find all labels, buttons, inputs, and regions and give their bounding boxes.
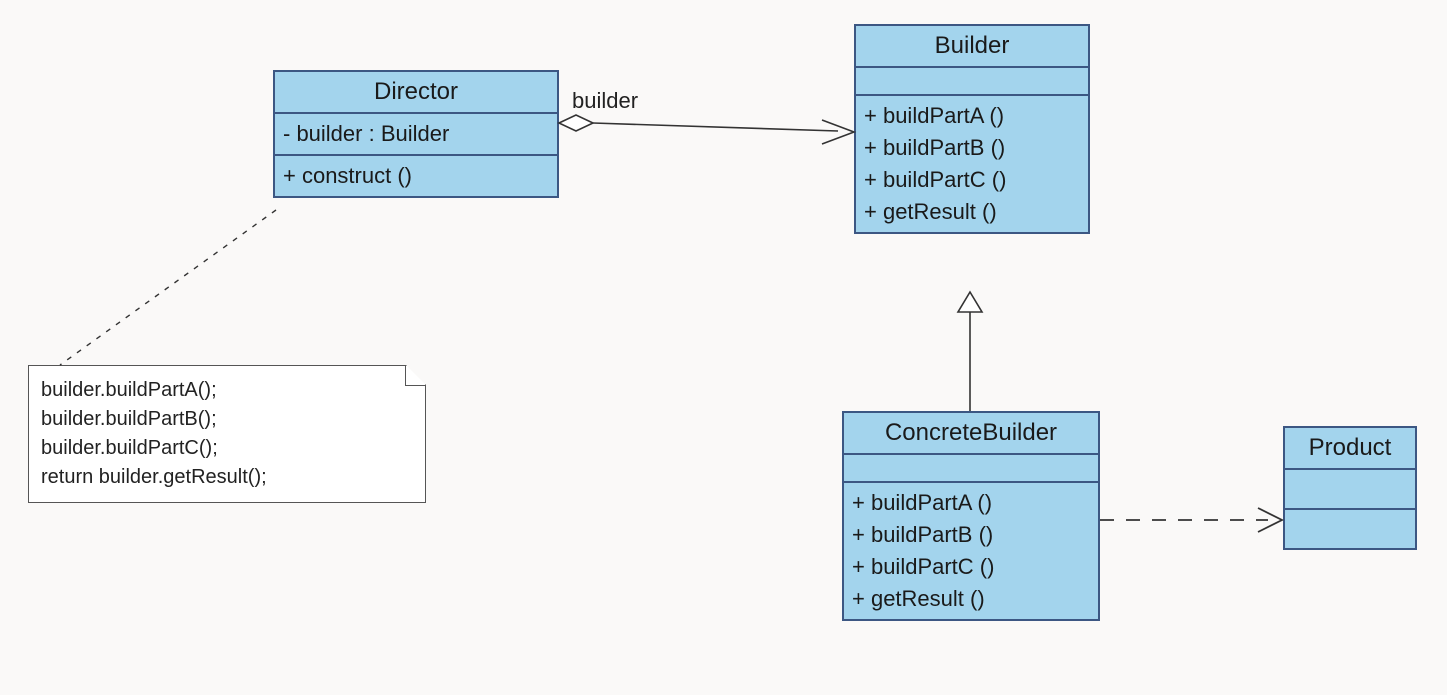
edge-director-builder-aggregation (559, 115, 854, 144)
class-title: Builder (856, 26, 1088, 68)
connectors: Builder --> (0, 0, 1447, 695)
class-concrete-builder: ConcreteBuilder + buildPartA () + buildP… (842, 411, 1100, 621)
note-line: return builder.getResult(); (41, 463, 413, 492)
note-line: builder.buildPartB(); (41, 405, 413, 434)
class-attributes: - builder : Builder (275, 114, 557, 156)
class-attributes-empty (844, 455, 1098, 483)
note-line: builder.buildPartA(); (41, 376, 413, 405)
class-operations: + buildPartA () + buildPartB () + buildP… (844, 483, 1098, 619)
op: + buildPartB () (852, 519, 1090, 551)
op: + getResult () (852, 583, 1090, 615)
op: + buildPartA () (852, 487, 1090, 519)
note-line: builder.buildPartC(); (41, 434, 413, 463)
class-attributes-empty (856, 68, 1088, 96)
class-title: Product (1285, 428, 1415, 470)
class-attributes-empty (1285, 470, 1415, 510)
note-construct-body: builder.buildPartA(); builder.buildPartB… (28, 365, 426, 503)
op: + buildPartC () (852, 551, 1090, 583)
op: + buildPartA () (864, 100, 1080, 132)
op: + construct () (283, 160, 549, 192)
op: + buildPartC () (864, 164, 1080, 196)
class-title: ConcreteBuilder (844, 413, 1098, 455)
edge-note-anchor (60, 210, 276, 365)
class-product: Product (1283, 426, 1417, 550)
class-builder: Builder + buildPartA () + buildPartB () … (854, 24, 1090, 234)
note-fold-icon (405, 366, 425, 386)
edge-label-builder: builder (572, 88, 638, 114)
edge-concrete-builder-generalization (958, 292, 982, 411)
class-operations: + buildPartA () + buildPartB () + buildP… (856, 96, 1088, 232)
class-title: Director (275, 72, 557, 114)
class-director: Director - builder : Builder + construct… (273, 70, 559, 198)
class-operations-empty (1285, 510, 1415, 548)
op: + getResult () (864, 196, 1080, 228)
edge-concrete-product-dependency (1100, 508, 1282, 532)
class-operations: + construct () (275, 156, 557, 196)
op: + buildPartB () (864, 132, 1080, 164)
attr: - builder : Builder (283, 118, 549, 150)
